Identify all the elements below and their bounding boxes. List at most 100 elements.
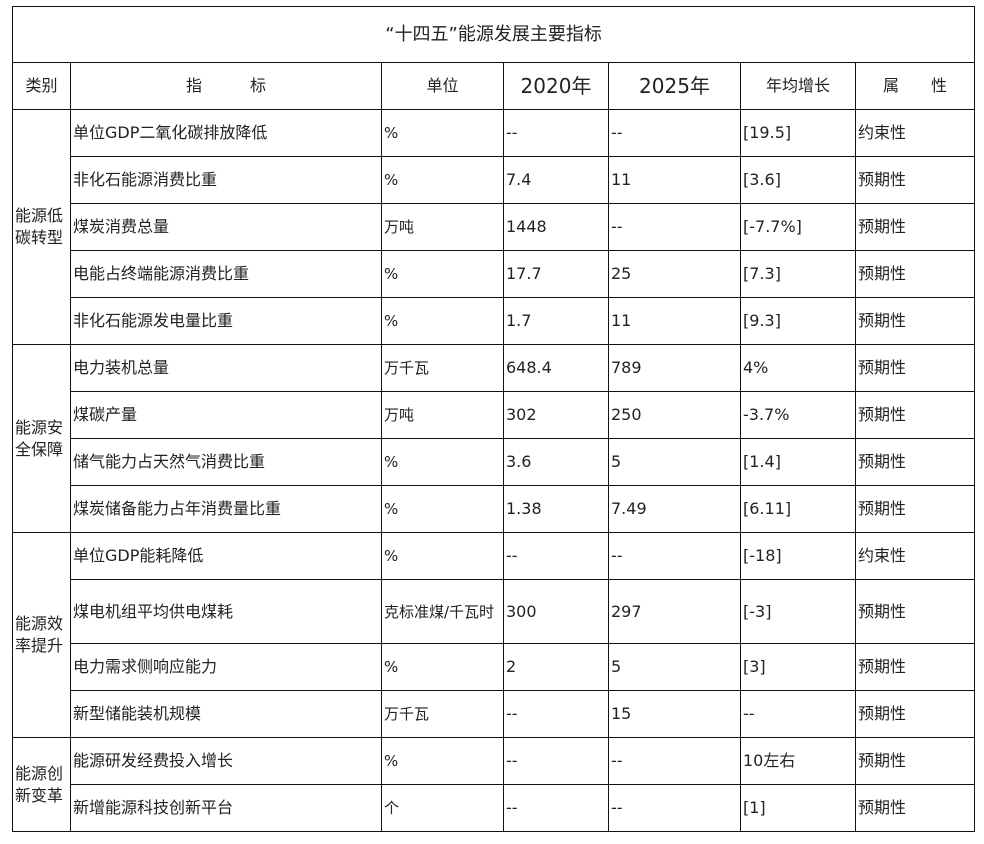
growth-cell: [3.6] bbox=[740, 156, 856, 204]
y2020-cell: 1.38 bbox=[503, 485, 609, 533]
energy-indicators-table: “十四五”能源发展主要指标 类别 指 标 单位 2020年 2025年 年均增长… bbox=[11, 6, 976, 832]
y2020-cell: 2 bbox=[503, 643, 609, 691]
y2020-cell: 3.6 bbox=[503, 438, 609, 486]
header-unit: 单位 bbox=[381, 62, 504, 110]
growth-cell: [9.3] bbox=[740, 297, 856, 345]
y2020-cell: -- bbox=[503, 532, 609, 580]
indicator-cell: 储气能力占天然气消费比重 bbox=[70, 438, 382, 486]
attribute-cell: 预期性 bbox=[854, 156, 976, 204]
growth-cell: -3.7% bbox=[740, 391, 856, 439]
indicator-cell: 非化石能源发电量比重 bbox=[70, 297, 382, 345]
growth-cell: [-7.7%] bbox=[740, 203, 856, 251]
attribute-cell: 预期性 bbox=[854, 438, 976, 486]
indicator-cell: 电能占终端能源消费比重 bbox=[70, 250, 382, 298]
table-row: 能源安全保障 电力装机总量 万千瓦 648.4 789 4% 预期性 bbox=[12, 344, 976, 533]
attribute-cell: 预期性 bbox=[854, 737, 976, 785]
table-row: 能源创新变革 能源研发经费投入增长% -- -- 10左右 预期性 bbox=[12, 737, 976, 832]
unit-cell: 克标准煤/千瓦时 bbox=[381, 579, 504, 644]
attribute-cell: 预期性 bbox=[854, 203, 976, 251]
y2020-cell: -- bbox=[503, 737, 609, 785]
attribute-cell: 预期性 bbox=[854, 344, 976, 392]
y2020-cell: 300 bbox=[503, 579, 609, 644]
growth-cell: [3] bbox=[740, 643, 856, 691]
unit-cell: % bbox=[381, 109, 504, 157]
growth-cell: 4% bbox=[740, 344, 856, 392]
attribute-cell: 预期性 bbox=[854, 784, 976, 832]
header-attribute: 属 性 bbox=[854, 62, 976, 110]
category-cell: 能源创新变革 bbox=[12, 737, 71, 832]
table-row: 新型储能装机规模 万千瓦 -- 15 -- 预期性 bbox=[13, 690, 976, 738]
y2020-cell: 17.7 bbox=[503, 250, 609, 298]
table-row: 能源效率提升 单位GDP能耗降低% -- -- [-18] 约束性 bbox=[12, 532, 976, 738]
y2020-cell: 302 bbox=[503, 391, 609, 439]
attribute-cell: 约束性 bbox=[854, 109, 976, 157]
y2025-cell: 789 bbox=[608, 344, 741, 392]
growth-cell: [19.5] bbox=[740, 109, 856, 157]
y2020-cell: 1448 bbox=[503, 203, 609, 251]
y2025-cell: 297 bbox=[608, 579, 741, 644]
header-category: 类别 bbox=[12, 62, 71, 110]
attribute-cell: 预期性 bbox=[854, 485, 976, 533]
unit-cell: 万千瓦 bbox=[381, 344, 504, 392]
attribute-cell: 约束性 bbox=[854, 532, 976, 580]
category-cell: 能源效率提升 bbox=[12, 532, 71, 738]
unit-cell: % bbox=[381, 297, 504, 345]
unit-cell: % bbox=[381, 737, 504, 785]
attribute-cell: 预期性 bbox=[854, 297, 976, 345]
y2020-cell: 7.4 bbox=[503, 156, 609, 204]
y2025-cell: -- bbox=[608, 203, 741, 251]
y2025-cell: 15 bbox=[608, 690, 741, 738]
indicator-cell: 电力需求侧响应能力 bbox=[70, 643, 382, 691]
table-row: 储气能力占天然气消费比重% 3.6 5 [1.4] 预期性 bbox=[13, 438, 976, 486]
y2025-cell: -- bbox=[608, 532, 741, 580]
table-row: 煤碳产量 万吨 302 250 -3.7% 预期性 bbox=[13, 391, 976, 439]
indicator-cell: 能源研发经费投入增长 bbox=[70, 737, 382, 785]
attribute-cell: 预期性 bbox=[854, 250, 976, 298]
indicator-cell: 煤炭消费总量 bbox=[70, 203, 382, 251]
category-cell: 能源低碳转型 bbox=[12, 109, 71, 345]
y2025-cell: -- bbox=[608, 737, 741, 785]
unit-cell: % bbox=[381, 438, 504, 486]
growth-cell: [1.4] bbox=[740, 438, 856, 486]
y2020-cell: 1.7 bbox=[503, 297, 609, 345]
attribute-cell: 预期性 bbox=[854, 391, 976, 439]
attribute-cell: 预期性 bbox=[854, 579, 976, 644]
y2020-cell: -- bbox=[503, 109, 609, 157]
header-2025: 2025年 bbox=[608, 62, 741, 110]
table-row: 电力需求侧响应能力% 2 5 [3] 预期性 bbox=[13, 643, 976, 691]
unit-cell: 万千瓦 bbox=[381, 690, 504, 738]
table-row: 新增能源科技创新平台个 -- -- [1] 预期性 bbox=[13, 784, 976, 832]
y2020-cell: -- bbox=[503, 690, 609, 738]
table-row: 电能占终端能源消费比重% 17.7 25 [7.3] 预期性 bbox=[13, 250, 976, 298]
y2020-cell: 648.4 bbox=[503, 344, 609, 392]
indicator-cell: 煤电机组平均供电煤耗 bbox=[70, 579, 382, 644]
unit-cell: % bbox=[381, 532, 504, 580]
growth-cell: [6.11] bbox=[740, 485, 856, 533]
table-row: 煤电机组平均供电煤耗 克标准煤/千瓦时 300 297 [-3] 预期性 bbox=[13, 579, 976, 644]
attribute-cell: 预期性 bbox=[854, 643, 976, 691]
indicator-cell: 煤碳产量 bbox=[70, 391, 382, 439]
table-row: 能源低碳转型 单位GDP二氧化碳排放降低% -- -- [19.5] 约束性 bbox=[12, 109, 976, 345]
indicator-cell: 单位GDP能耗降低 bbox=[70, 532, 382, 580]
table-row: 非化石能源消费比重% 7.4 11 [3.6] 预期性 bbox=[13, 156, 976, 204]
header-growth: 年均增长 bbox=[740, 62, 856, 110]
indicator-cell: 新型储能装机规模 bbox=[70, 690, 382, 738]
unit-cell: % bbox=[381, 156, 504, 204]
growth-cell: [-18] bbox=[740, 532, 856, 580]
y2025-cell: 11 bbox=[608, 156, 741, 204]
y2025-cell: 25 bbox=[608, 250, 741, 298]
header-2020: 2020年 bbox=[503, 62, 609, 110]
category-cell: 能源安全保障 bbox=[12, 344, 71, 533]
table-row: 煤炭储备能力占年消费量比重% 1.38 7.49 [6.11] 预期性 bbox=[13, 485, 976, 533]
y2025-cell: 5 bbox=[608, 438, 741, 486]
header-indicator: 指 标 bbox=[70, 62, 382, 110]
indicator-cell: 电力装机总量 bbox=[70, 344, 382, 392]
unit-cell: % bbox=[381, 485, 504, 533]
y2025-cell: 5 bbox=[608, 643, 741, 691]
unit-cell: 个 bbox=[381, 784, 504, 832]
table-row: 煤炭消费总量 万吨 1448 -- [-7.7%] 预期性 bbox=[13, 203, 976, 251]
indicator-cell: 非化石能源消费比重 bbox=[70, 156, 382, 204]
y2025-cell: 11 bbox=[608, 297, 741, 345]
indicator-cell: 单位GDP二氧化碳排放降低 bbox=[70, 109, 382, 157]
y2020-cell: -- bbox=[503, 784, 609, 832]
